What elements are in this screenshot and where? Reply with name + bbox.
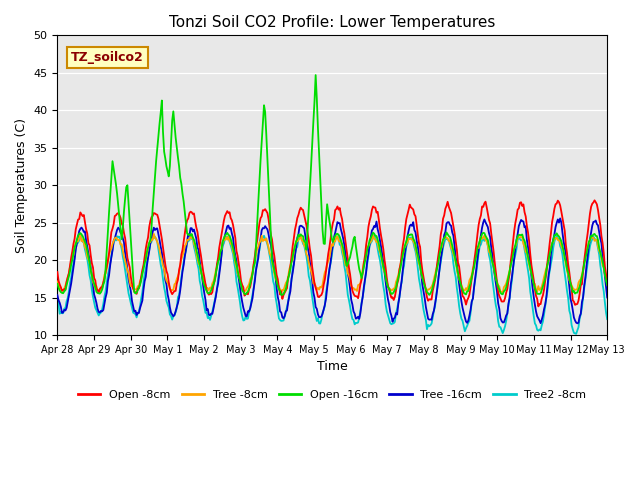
Line: Tree -16cm: Tree -16cm: [58, 218, 607, 324]
Open -8cm: [591, 197, 598, 203]
Tree2 -8cm: [459, 318, 467, 324]
Open -16cm: [225, 232, 232, 238]
Tree -16cm: [285, 293, 293, 299]
Open -8cm: [554, 198, 562, 204]
Line: Tree2 -8cm: Tree2 -8cm: [58, 234, 607, 334]
Tree -8cm: [555, 237, 563, 243]
Tree -16cm: [604, 295, 611, 300]
Tree -16cm: [388, 313, 396, 319]
Tree2 -8cm: [54, 297, 61, 302]
Open -8cm: [285, 272, 293, 277]
Text: TZ_soilco2: TZ_soilco2: [71, 51, 144, 64]
Open -8cm: [225, 210, 232, 216]
Tree2 -8cm: [388, 321, 396, 326]
Line: Open -16cm: Open -16cm: [58, 75, 607, 295]
Y-axis label: Soil Temperatures (C): Soil Temperatures (C): [15, 118, 28, 252]
Tree -16cm: [361, 276, 369, 282]
Tree2 -8cm: [226, 239, 234, 244]
Open -16cm: [277, 292, 285, 298]
Open -16cm: [312, 72, 319, 78]
Open -16cm: [54, 281, 61, 287]
Tree -16cm: [556, 216, 564, 221]
Tree -8cm: [226, 238, 234, 244]
Tree -8cm: [388, 287, 396, 293]
Legend: Open -8cm, Tree -8cm, Open -16cm, Tree -16cm, Tree2 -8cm: Open -8cm, Tree -8cm, Open -16cm, Tree -…: [74, 385, 591, 404]
Tree2 -8cm: [604, 316, 611, 322]
Open -16cm: [390, 289, 397, 295]
Tree2 -8cm: [362, 268, 370, 274]
Open -16cm: [460, 290, 468, 296]
Open -8cm: [458, 284, 465, 289]
Line: Tree -8cm: Tree -8cm: [58, 234, 607, 293]
Line: Open -8cm: Open -8cm: [58, 200, 607, 306]
Tree -8cm: [54, 278, 61, 284]
Open -8cm: [604, 282, 611, 288]
Tree -8cm: [499, 290, 507, 296]
Open -16cm: [604, 282, 611, 288]
Open -8cm: [534, 303, 542, 309]
Open -8cm: [54, 269, 61, 275]
Open -8cm: [361, 252, 369, 258]
Open -16cm: [555, 234, 563, 240]
Title: Tonzi Soil CO2 Profile: Lower Temperatures: Tonzi Soil CO2 Profile: Lower Temperatur…: [169, 15, 495, 30]
Tree2 -8cm: [287, 284, 294, 289]
Tree -16cm: [458, 299, 465, 304]
Tree -8cm: [604, 281, 611, 287]
X-axis label: Time: Time: [317, 360, 348, 373]
Tree -8cm: [150, 231, 157, 237]
Tree -16cm: [54, 292, 61, 298]
Open -16cm: [364, 247, 371, 252]
Tree -16cm: [553, 220, 561, 226]
Tree -8cm: [287, 263, 294, 268]
Tree -16cm: [225, 223, 232, 228]
Open -16cm: [287, 266, 294, 272]
Tree -8cm: [362, 254, 370, 260]
Tree -8cm: [459, 285, 467, 291]
Tree -16cm: [573, 321, 581, 326]
Open -8cm: [388, 295, 396, 301]
Tree2 -8cm: [572, 331, 580, 337]
Tree2 -8cm: [77, 231, 84, 237]
Tree2 -8cm: [554, 236, 562, 241]
